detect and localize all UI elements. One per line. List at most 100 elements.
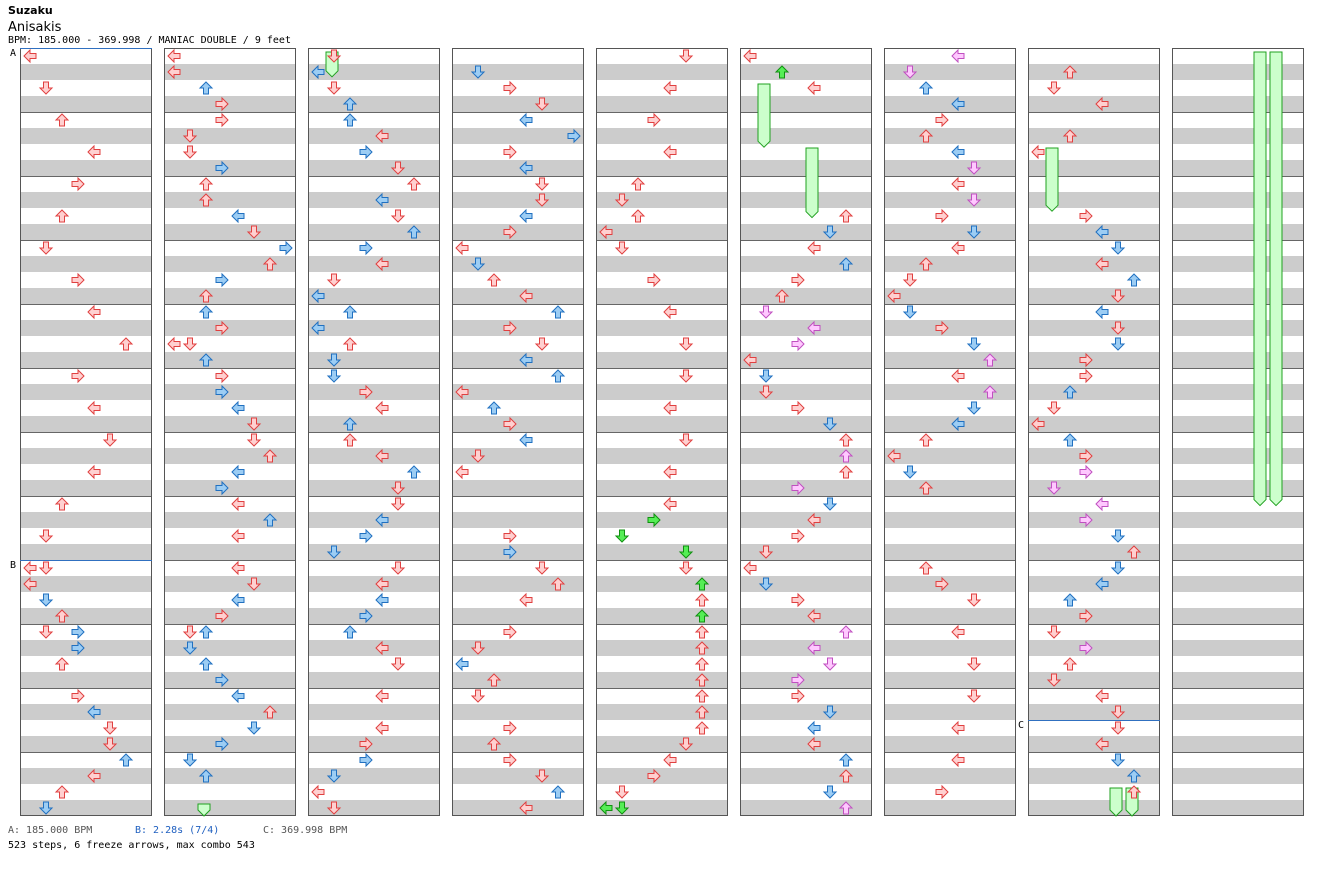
step-arrow — [102, 737, 118, 751]
step-arrow — [1062, 129, 1078, 143]
column-border — [884, 48, 1016, 816]
step-arrow — [311, 288, 325, 304]
beat-stripe — [1172, 672, 1304, 688]
step-arrow — [246, 417, 262, 431]
step-arrow — [918, 129, 934, 143]
step-arrow — [54, 785, 70, 799]
step-arrow — [375, 448, 389, 464]
step-arrow — [342, 305, 358, 319]
step-arrow — [1046, 625, 1062, 639]
beat-stripe — [308, 544, 440, 560]
step-arrow — [774, 289, 790, 303]
step-arrow — [311, 64, 325, 80]
beat-stripe — [1172, 288, 1304, 304]
beat-stripe — [740, 384, 872, 400]
step-arrow — [550, 785, 566, 799]
beat-stripe — [308, 416, 440, 432]
beat-stripe — [740, 608, 872, 624]
step-arrow — [390, 497, 406, 511]
beat-stripe — [452, 544, 584, 560]
step-arrow — [519, 160, 533, 176]
beat-stripe — [596, 352, 728, 368]
step-arrow — [375, 512, 389, 528]
beat-stripe — [1028, 448, 1160, 464]
beat-stripe — [452, 704, 584, 720]
beat-stripe — [20, 672, 152, 688]
step-arrow — [935, 320, 949, 336]
beat-stripe — [1028, 480, 1160, 496]
beat-stripe — [20, 416, 152, 432]
step-arrow — [1095, 688, 1109, 704]
beat-stripe — [1172, 128, 1304, 144]
beat-stripe — [596, 256, 728, 272]
beat-stripe — [20, 160, 152, 176]
beat-stripe — [308, 800, 440, 816]
step-arrow — [1062, 65, 1078, 79]
beat-stripe — [1028, 512, 1160, 528]
step-arrow — [23, 560, 37, 576]
beat-stripe — [20, 128, 152, 144]
step-arrow — [326, 273, 342, 287]
beat-stripe — [884, 352, 1016, 368]
step-arrow — [966, 225, 982, 239]
bpm-marker-label: B — [10, 560, 16, 571]
step-arrow — [231, 400, 245, 416]
chart-column — [308, 48, 440, 816]
song-meta: BPM: 185.000 - 369.998 / MANIAC DOUBLE /… — [8, 35, 291, 46]
beat-stripe — [1172, 736, 1304, 752]
step-arrow — [807, 320, 821, 336]
step-arrow — [182, 337, 198, 351]
step-arrow — [406, 177, 422, 191]
step-arrow — [311, 784, 325, 800]
beat-stripe — [740, 288, 872, 304]
beat-stripe — [452, 512, 584, 528]
step-arrow — [375, 720, 389, 736]
beat-stripe — [308, 448, 440, 464]
beat-stripe — [884, 512, 1016, 528]
beat-stripe — [452, 480, 584, 496]
beat-stripe — [164, 704, 296, 720]
beat-stripe — [308, 320, 440, 336]
step-arrow — [902, 305, 918, 319]
step-arrow — [918, 257, 934, 271]
beat-stripe — [164, 544, 296, 560]
beat-stripe — [452, 416, 584, 432]
step-arrow — [743, 560, 757, 576]
step-arrow — [966, 657, 982, 671]
freeze-arrow — [197, 803, 211, 817]
step-arrow — [694, 705, 710, 719]
beat-stripe — [452, 352, 584, 368]
step-arrow — [951, 720, 965, 736]
step-arrow — [791, 272, 805, 288]
beat-stripe — [308, 256, 440, 272]
step-arrow — [486, 673, 502, 687]
beat-stripe — [164, 352, 296, 368]
step-arrow — [470, 449, 486, 463]
beat-stripe — [452, 640, 584, 656]
beat-stripe — [164, 800, 296, 816]
step-arrow — [807, 736, 821, 752]
step-arrow — [198, 193, 214, 207]
beat-stripe — [596, 480, 728, 496]
step-arrow — [1095, 576, 1109, 592]
step-arrow — [1110, 753, 1126, 767]
beat-stripe — [740, 672, 872, 688]
beat-stripe — [452, 192, 584, 208]
beat-stripe — [20, 320, 152, 336]
step-arrow — [71, 368, 85, 384]
beat-stripe — [308, 480, 440, 496]
beat-stripe — [740, 224, 872, 240]
step-arrow — [758, 369, 774, 383]
step-arrow — [807, 80, 821, 96]
beat-stripe — [1172, 320, 1304, 336]
step-arrow — [1095, 736, 1109, 752]
step-arrow — [678, 49, 694, 63]
step-arrow — [470, 65, 486, 79]
step-arrow — [519, 352, 533, 368]
step-arrow — [982, 353, 998, 367]
beat-stripe — [20, 800, 152, 816]
step-arrow — [455, 384, 469, 400]
step-arrow — [630, 177, 646, 191]
step-arrow — [279, 240, 293, 256]
beat-stripe — [308, 160, 440, 176]
